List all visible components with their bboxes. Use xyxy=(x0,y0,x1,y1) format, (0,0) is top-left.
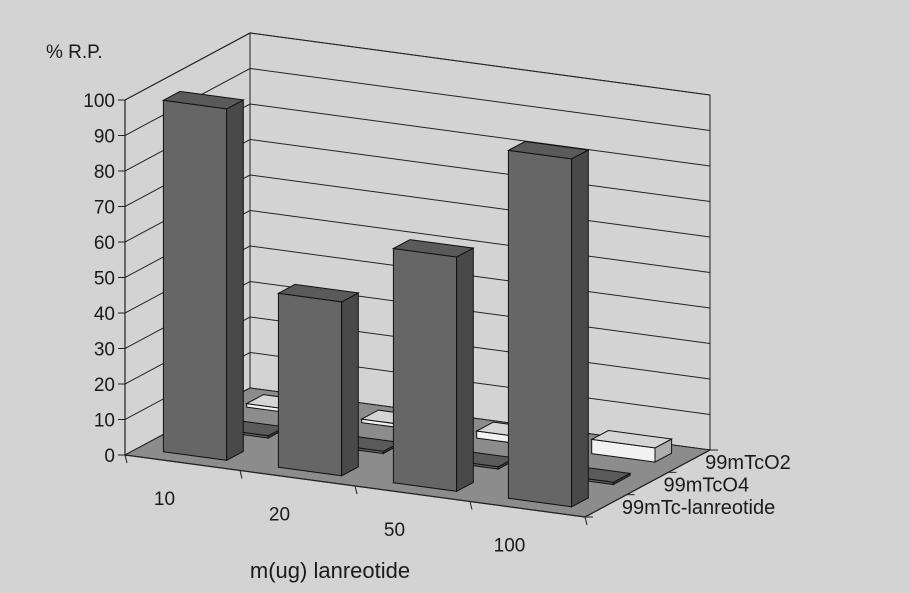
x-tick xyxy=(124,454,128,464)
x-axis-label: m(ug) lanreotide xyxy=(250,558,410,583)
y-axis-label: % R.P. xyxy=(46,42,103,63)
y-tick-label: 40 xyxy=(94,304,115,325)
y-tick-label: 0 xyxy=(104,446,115,467)
y-tick-label: 60 xyxy=(94,233,115,254)
bar xyxy=(276,283,360,477)
x-tick-label: 10 xyxy=(154,489,175,510)
x-tick xyxy=(469,501,473,510)
bar-front-face xyxy=(277,292,343,477)
y-tick-label: 90 xyxy=(94,127,115,148)
bar-front-face xyxy=(392,247,458,492)
bar-front-face xyxy=(162,99,228,461)
series-label: 99mTcO4 xyxy=(664,475,750,497)
bar-side-face xyxy=(456,247,474,493)
bar xyxy=(590,429,674,463)
labels: % R.P. m(ug) lanreotide 0 10 20 30 40 50 60 70 8… xyxy=(46,42,791,583)
y-tick-label: 30 xyxy=(94,340,115,361)
series-label: 99mTc-lanreotide xyxy=(622,497,775,519)
bar xyxy=(161,90,245,462)
y-tick-label: 50 xyxy=(94,269,115,290)
gridline xyxy=(124,32,711,101)
x-tick xyxy=(584,516,588,526)
y-tick-label: 70 xyxy=(94,198,115,219)
axes xyxy=(118,99,718,526)
bar-top-face xyxy=(506,140,590,160)
x-tick-label: 100 xyxy=(494,535,526,556)
series-label: 99mTcO2 xyxy=(705,452,791,474)
x-tick xyxy=(239,470,243,479)
bar-top-face xyxy=(161,90,245,110)
y-tick-label: 20 xyxy=(94,375,115,396)
bar-side-face xyxy=(226,99,244,462)
y-tick-label: 100 xyxy=(83,91,115,112)
bar-top-face xyxy=(590,429,674,449)
bar-front-face xyxy=(507,149,573,508)
bar-side-face xyxy=(571,149,589,508)
bar-top-face xyxy=(276,283,360,303)
bar-side-face xyxy=(341,292,359,477)
bars xyxy=(161,90,674,508)
depth-axis-line xyxy=(584,449,711,518)
x-tick xyxy=(354,485,358,495)
bar xyxy=(506,140,590,508)
x-tick-label: 20 xyxy=(269,504,290,525)
y-tick-label: 10 xyxy=(94,411,115,432)
bar-top-face xyxy=(391,239,475,258)
y-tick-label: 80 xyxy=(94,162,115,183)
x-tick-label: 50 xyxy=(384,520,405,541)
bar xyxy=(391,239,475,493)
